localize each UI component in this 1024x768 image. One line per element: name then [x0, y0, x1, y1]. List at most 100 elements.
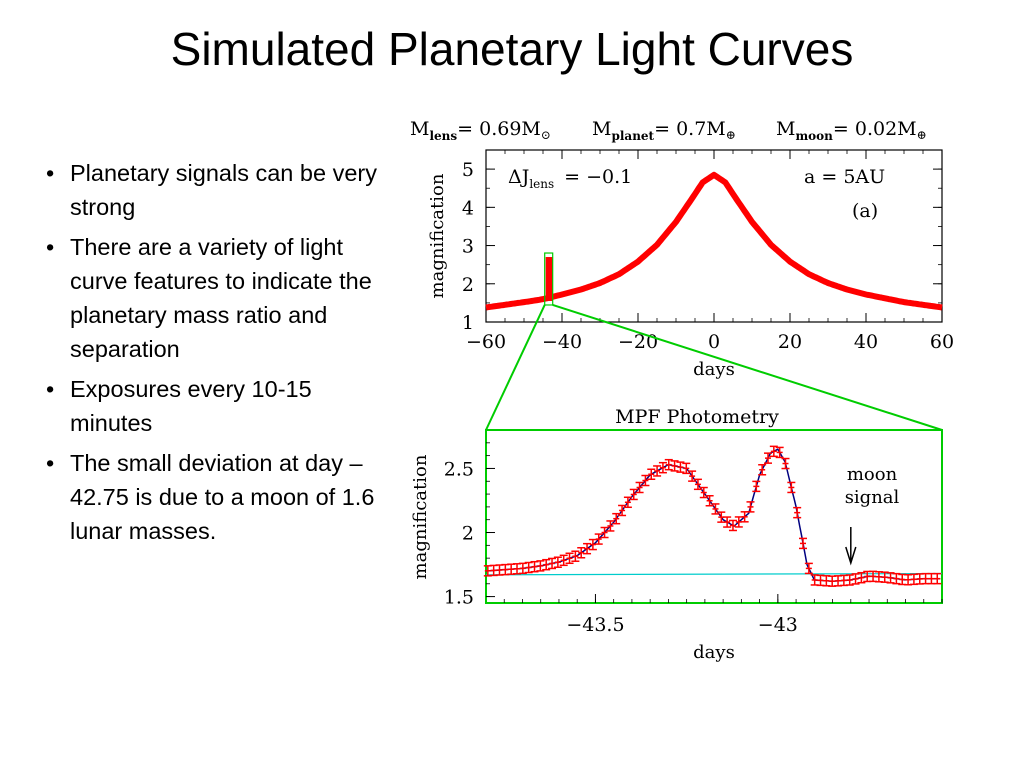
bottom-y-tick-label: 2 [462, 523, 474, 545]
data-point [822, 575, 831, 587]
data-point [705, 494, 714, 507]
data-point [658, 461, 667, 474]
data-point [763, 452, 772, 464]
bottom-plot-frame [485, 429, 943, 604]
data-point [711, 503, 720, 515]
data-point [571, 550, 580, 562]
data-point [699, 486, 708, 499]
data-point [641, 474, 650, 487]
data-point [886, 572, 895, 584]
data-point [513, 563, 522, 575]
data-point [495, 564, 504, 576]
data-point [839, 574, 848, 587]
bottom-y-axis-label: magnification [410, 454, 431, 579]
bottom-x-tick-label: −43.5 [566, 614, 624, 636]
data-point [758, 464, 767, 476]
panel-label: (a) [852, 200, 878, 222]
top-y-tick-label: 3 [462, 236, 474, 258]
top-x-tick-label: −20 [618, 331, 658, 353]
data-point [594, 533, 603, 545]
moon-mass-label: Mmoon= 0.02M⊕ [776, 118, 927, 143]
bottom-chart-title: MPF Photometry [615, 406, 779, 428]
data-point [793, 506, 802, 519]
data-point [933, 572, 942, 585]
data-point [647, 468, 656, 480]
top-y-tick-label: 1 [462, 312, 474, 334]
data-point [623, 496, 632, 509]
moon-signal-label-2: signal [845, 487, 900, 508]
data-point [524, 561, 533, 574]
data-point [787, 481, 796, 494]
data-point [553, 556, 562, 568]
bottom-y-tick-label: 1.5 [444, 587, 474, 609]
zoom-box [544, 252, 554, 306]
bottom-x-axis-label: days [693, 642, 735, 663]
data-point [816, 574, 825, 587]
top-x-tick-label: −40 [542, 331, 582, 353]
data-point [740, 511, 749, 523]
data-point [542, 558, 551, 571]
data-point [693, 478, 702, 491]
top-y-tick-label: 2 [462, 274, 474, 296]
data-point [927, 572, 936, 585]
data-point [676, 461, 685, 473]
data-point [612, 512, 621, 525]
zoom-line-left [485, 304, 546, 431]
data-point [775, 446, 784, 459]
data-point [909, 573, 918, 586]
data-point [606, 520, 615, 532]
bullet-item: Planetary signals can be very strong [44, 156, 389, 224]
data-point [688, 470, 697, 482]
top-y-tick-label: 5 [462, 159, 474, 181]
top-y-axis-label: magnification [427, 173, 448, 298]
bullet-item: The small deviation at day –42.75 is due… [44, 446, 389, 548]
data-point [915, 573, 924, 585]
data-point [834, 575, 843, 587]
bottom-x-tick-label: −43 [758, 614, 798, 636]
data-point [781, 457, 790, 470]
data-point [828, 575, 837, 587]
data-point [577, 547, 586, 559]
top-x-tick-label: 20 [778, 331, 802, 353]
data-point [804, 562, 813, 575]
data-point [845, 574, 854, 586]
top-data-curve [484, 171, 944, 311]
data-point [921, 572, 930, 585]
bullet-item: There are a variety of light curve featu… [44, 230, 389, 366]
data-point [518, 562, 527, 575]
data-point [799, 537, 808, 550]
page-title: Simulated Planetary Light Curves [170, 23, 854, 75]
data-point [565, 552, 574, 565]
zoom-line-right [552, 304, 943, 431]
data-point [507, 563, 516, 575]
data-point [583, 542, 592, 555]
zoom-connector [485, 304, 943, 431]
data-point [904, 574, 913, 586]
data-point [536, 560, 545, 572]
data-point [618, 504, 627, 517]
baseline-model [485, 572, 943, 576]
data-point [752, 480, 761, 493]
delta-j-annotation: ΔJlens = −0.1 [508, 166, 632, 191]
data-point [501, 563, 510, 576]
data-point [892, 572, 901, 585]
data-point [746, 501, 755, 513]
data-point [653, 465, 662, 477]
top-x-tick-label: 40 [854, 331, 878, 353]
moon-spike [545, 257, 553, 301]
top-x-tick-label: −60 [466, 331, 506, 353]
data-point [728, 519, 737, 532]
moon-signal-arrow [845, 527, 857, 566]
bottom-y-tick-label: 2.5 [444, 458, 474, 480]
top-x-tick-label: 60 [930, 331, 954, 353]
data-point [664, 458, 673, 471]
data-point [723, 516, 732, 528]
top-y-tick-label: 4 [462, 197, 474, 219]
data-point [869, 570, 878, 583]
data-point [629, 488, 638, 501]
data-point [489, 564, 498, 577]
data-point [851, 573, 860, 585]
data-point [559, 554, 568, 567]
data-point [600, 526, 609, 539]
